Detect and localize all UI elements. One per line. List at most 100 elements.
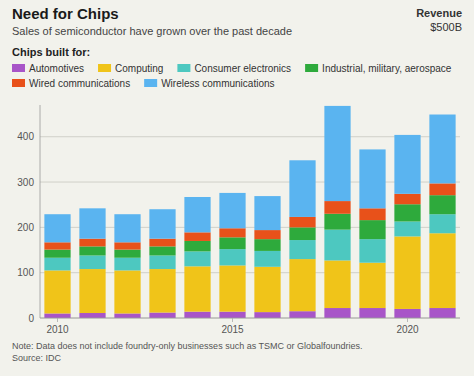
legend-swatch	[98, 64, 111, 72]
legend-item: Wired communications	[12, 78, 130, 89]
bar-segment	[289, 227, 315, 240]
bar-segment	[359, 263, 385, 308]
bar-segment	[394, 236, 420, 309]
bar-segment	[254, 251, 280, 267]
bar-segment	[184, 251, 210, 266]
bar-segment	[79, 313, 105, 318]
x-tick-label: 2010	[46, 324, 69, 335]
bar-segment	[44, 214, 70, 242]
bar-segment	[184, 241, 210, 251]
series	[44, 214, 455, 270]
legend-label: Wireless communications	[161, 78, 274, 89]
legend-label: Automotives	[29, 63, 84, 74]
annotation: $500B	[430, 21, 462, 33]
legend-swatch	[12, 64, 25, 72]
bar-segment	[394, 221, 420, 236]
legend-item: Wireless communications	[144, 78, 274, 89]
bar-segment	[79, 246, 105, 255]
series	[44, 195, 455, 258]
bar-segment	[184, 197, 210, 232]
title: Need for Chips	[12, 5, 119, 22]
bar-segment	[149, 255, 175, 269]
legend-title: Chips built for:	[12, 46, 90, 58]
bar-segment	[44, 270, 70, 313]
x-axis: 2010 2015 2020	[46, 318, 419, 335]
bar-segment	[219, 265, 245, 311]
legend-label: Consumer electronics	[194, 63, 291, 74]
bar-segment	[44, 313, 70, 318]
series	[44, 233, 455, 313]
y-tick-label: 200	[17, 222, 34, 233]
legend-item: Consumer electronics	[177, 63, 291, 74]
bar-segment	[149, 239, 175, 247]
chart: Need for Chips Sales of semiconductor hav…	[0, 0, 474, 376]
bar-segment	[184, 312, 210, 318]
bar-segment	[429, 183, 455, 195]
legend-label: Wired communications	[29, 78, 130, 89]
bar-segment	[149, 209, 175, 238]
bar-segment	[359, 239, 385, 263]
bar-segment	[79, 269, 105, 313]
bar-segment	[394, 309, 420, 318]
y-tick-label: 100	[17, 267, 34, 278]
note: Source: IDC	[12, 353, 62, 363]
bar-segment	[219, 249, 245, 265]
bar-segment	[289, 311, 315, 318]
bar-segment	[254, 239, 280, 251]
bar-segment	[289, 240, 315, 259]
bars	[44, 106, 455, 318]
x-tick-label: 2015	[221, 324, 244, 335]
bar-segment	[44, 242, 70, 249]
bar-segment	[114, 313, 140, 318]
bar-segment	[394, 204, 420, 221]
bar-segment	[184, 266, 210, 311]
bar-segment	[289, 217, 315, 227]
legend: Chips built for: Automotives Computing Cons…	[12, 46, 452, 89]
y-tick-label: 300	[17, 177, 34, 188]
bar-segment	[324, 308, 350, 318]
x-tick	[57, 318, 58, 322]
legend-swatch	[144, 79, 157, 87]
bar-segment	[359, 208, 385, 220]
legend-item: Computing	[98, 63, 163, 74]
grid-line	[40, 318, 460, 319]
series	[44, 106, 455, 242]
bar-segment	[79, 255, 105, 269]
bar-segment	[359, 149, 385, 208]
bar-segment	[114, 250, 140, 258]
x-tick-label: 2020	[396, 324, 419, 335]
bar-segment	[429, 115, 455, 184]
bar-segment	[254, 312, 280, 318]
annotation: Revenue	[416, 7, 462, 19]
bar-segment	[394, 135, 420, 194]
bar-segment	[254, 196, 280, 230]
bar-segment	[149, 246, 175, 255]
series	[44, 308, 455, 318]
bar-segment	[219, 312, 245, 318]
note: Note: Data does not include foundry-only…	[12, 341, 363, 351]
bar-segment	[114, 242, 140, 249]
bar-segment	[44, 258, 70, 271]
bar-segment	[79, 239, 105, 247]
legend-swatch	[305, 64, 318, 72]
bar-segment	[429, 308, 455, 318]
subtitle: Sales of semiconductor have grown over t…	[12, 25, 292, 37]
bar-segment	[219, 193, 245, 228]
bar-segment	[359, 308, 385, 318]
bar-segment	[324, 230, 350, 261]
y-axis-line	[40, 105, 41, 318]
bar-segment	[254, 267, 280, 312]
bar-segment	[324, 106, 350, 201]
y-tick-label: 400	[17, 131, 34, 142]
bar-segment	[289, 160, 315, 217]
bar-segment	[184, 232, 210, 241]
bar-segment	[359, 220, 385, 239]
legend-label: Computing	[115, 63, 163, 74]
bar-segment	[114, 214, 140, 242]
legend-item: Automotives	[12, 63, 84, 74]
y-tick-label: 0	[28, 313, 34, 324]
bar-segment	[289, 259, 315, 311]
legend-swatch	[177, 64, 190, 72]
y-axis: 0 100 200 300 400	[17, 105, 460, 324]
bar-segment	[429, 195, 455, 214]
